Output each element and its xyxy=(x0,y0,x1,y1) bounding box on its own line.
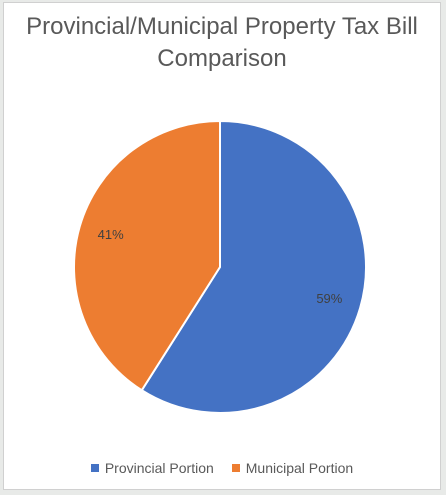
pie-slice-provincial xyxy=(140,119,367,414)
legend-label-provincial: Provincial Portion xyxy=(104,460,214,476)
data-label-municipal: 41% xyxy=(98,227,124,242)
chart-container: Provincial/Municipal Property Tax Bill C… xyxy=(3,2,441,490)
chart-title-line-2: Comparison xyxy=(157,45,287,72)
legend-item-municipal: Municipal Portion xyxy=(231,460,354,476)
data-label-provincial: 59% xyxy=(316,291,342,306)
legend-swatch-municipal xyxy=(231,464,240,472)
legend-swatch-provincial xyxy=(90,464,99,472)
pie-slice-municipal xyxy=(73,119,221,392)
legend: Provincial Portion Municipal Portion xyxy=(4,460,440,476)
chart-title: Provincial/Municipal Property Tax Bill C… xyxy=(4,11,440,75)
chart-title-line-1: Provincial/Municipal Property Tax Bill xyxy=(26,13,418,40)
legend-item-provincial: Provincial Portion xyxy=(90,460,214,476)
legend-label-municipal: Municipal Portion xyxy=(245,460,354,476)
pie-chart: 59% 41% xyxy=(73,119,367,414)
